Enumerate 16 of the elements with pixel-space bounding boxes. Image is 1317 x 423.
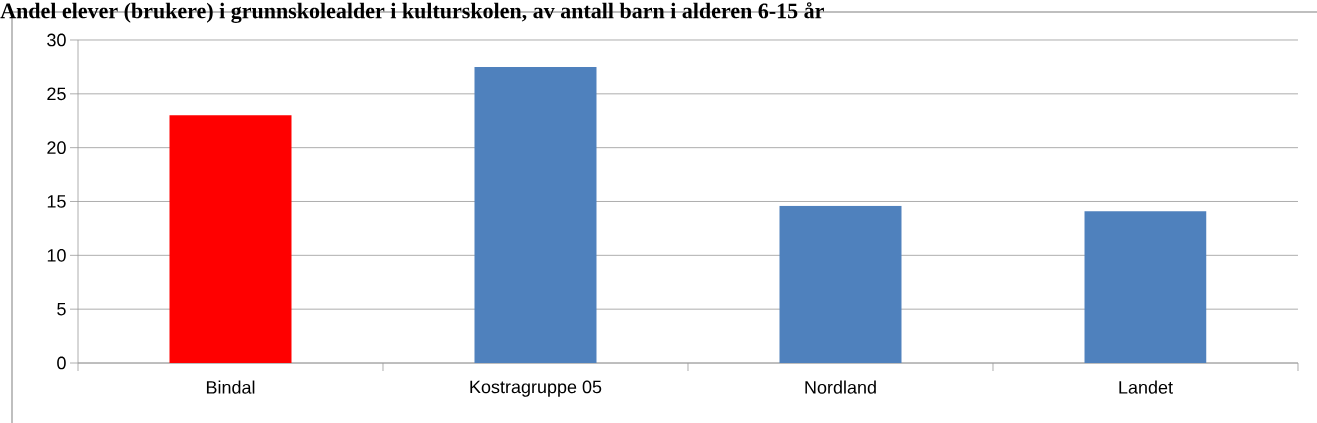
- x-tick-label: Kostragruppe 05: [470, 380, 602, 397]
- x-tick-label: Bindal: [206, 380, 255, 394]
- y-tick-label: 0: [57, 356, 66, 370]
- bar: [169, 115, 292, 363]
- y-tick-label: 10: [47, 248, 66, 262]
- bar: [474, 66, 597, 363]
- bar: [779, 205, 902, 363]
- x-tick-label: Nordland: [805, 380, 876, 394]
- y-tick-label: 20: [47, 141, 66, 155]
- y-tick-label: 5: [57, 302, 66, 316]
- chart-title: Andel elever (brukere) i grunnskolealder i kulturskolen, av antall barn i alderen 6-15 år: [0, 2, 824, 23]
- y-tick-label: 15: [47, 195, 66, 208]
- y-tick-label: 25: [47, 87, 66, 101]
- bar: [1084, 211, 1207, 363]
- y-tick-label: 30: [47, 33, 66, 47]
- x-tick-label: Landet: [1119, 380, 1173, 394]
